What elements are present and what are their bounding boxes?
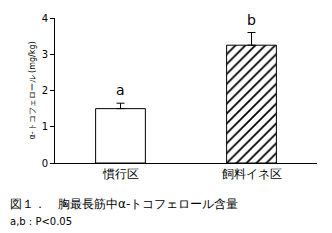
svg-text:b: b — [247, 12, 256, 28]
svg-text:α-トコフェロール (mg/kg): α-トコフェロール (mg/kg) — [28, 41, 37, 139]
svg-text:a,b : P<0.05: a,b : P<0.05 — [10, 216, 72, 227]
svg-text:a: a — [116, 82, 125, 98]
svg-text:4: 4 — [42, 13, 48, 24]
svg-text:0: 0 — [42, 158, 48, 169]
svg-text:1: 1 — [42, 121, 48, 132]
svg-text:慣行区: 慣行区 — [102, 167, 139, 181]
svg-text:図１． 胸最長筋中α-トコフェロール含量: 図１． 胸最長筋中α-トコフェロール含量 — [10, 197, 238, 211]
svg-text:2: 2 — [42, 85, 48, 96]
svg-text:飼料イネ区: 飼料イネ区 — [222, 167, 282, 181]
svg-text:3: 3 — [42, 49, 48, 60]
